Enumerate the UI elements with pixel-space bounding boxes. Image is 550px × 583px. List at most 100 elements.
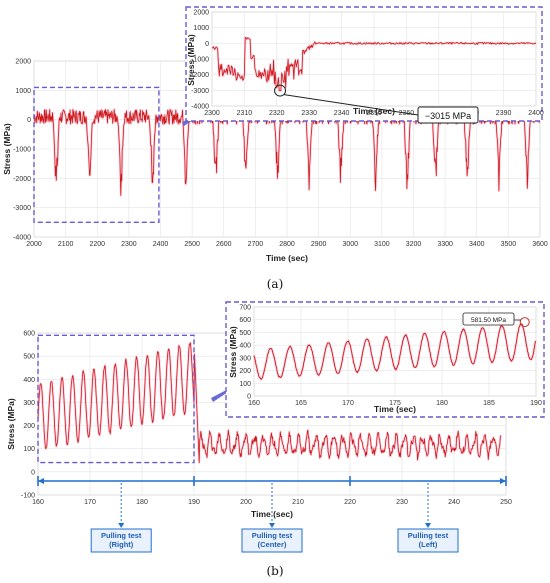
a-y-tick-label: 1000: [15, 88, 31, 95]
a-inset-x-tick-label: 2330: [301, 110, 317, 117]
b-inset-y-tick-label: 100: [239, 381, 251, 388]
a-x-tick-label: 2200: [89, 241, 105, 248]
b-marker-box: [90, 528, 152, 553]
a-x-tick-label: 2500: [184, 241, 200, 248]
b-inset-y-tick-label: 400: [239, 343, 251, 350]
a-inset-callout-box: [417, 106, 479, 124]
b-x-tick-label: 220: [344, 499, 356, 506]
b-x-tick-label: 250: [500, 499, 512, 506]
a-inset-x-tick-label: 2340: [334, 110, 350, 117]
a-y-tick-label: -2000: [13, 176, 31, 183]
b-inset-y-tick-label: 0: [247, 394, 251, 401]
a-inset-x-tick-label: 2400: [528, 110, 544, 117]
b-inset-x-tick-label: 180: [436, 400, 448, 407]
b-marker-label: (Left): [419, 540, 438, 549]
b-inset-line: [253, 323, 536, 380]
b-y-tick-label: 0: [31, 469, 35, 476]
a-inset-x-tick-label: 2390: [496, 110, 512, 117]
b-marker-label: Pulling test: [408, 531, 449, 540]
b-inset-x-label: Time (sec): [374, 404, 416, 414]
a-inset-callout-circle: [274, 84, 287, 97]
b-inset-x-tick-label: 170: [342, 400, 354, 407]
a-x-tick-label: 2600: [216, 241, 232, 248]
a-inset-y-tick-label: 2000: [193, 10, 209, 17]
b-inset-y-tick-label: 200: [239, 368, 251, 375]
b-x-tick-label: 240: [448, 499, 460, 506]
b-y-tick-label: 600: [23, 331, 35, 338]
b-marker-label: (Right): [109, 540, 134, 549]
a-x-tick-label: 3000: [342, 241, 358, 248]
a-inset-y-tick-label: -2000: [191, 72, 209, 79]
b-y-axis-label: Stress (MPa): [6, 398, 16, 450]
a-x-tick-label: 2900: [311, 241, 327, 248]
b-marker-label: (Center): [258, 540, 287, 549]
a-inset-x-tick-label: 2310: [237, 110, 253, 117]
a-inset-callout-text: −3015 MPa: [425, 111, 471, 121]
b-inset-callout-circle: [519, 317, 530, 328]
a-x-tick-label: 2300: [121, 241, 137, 248]
b-marker-label: Pulling test: [252, 531, 293, 540]
a-x-tick-label: 3200: [406, 241, 422, 248]
b-marker-arrowhead: [269, 523, 275, 528]
a-x-tick-label: 3300: [437, 241, 453, 248]
a-x-tick-label: 3400: [469, 241, 485, 248]
a-inset-y-label: Stress (MPa): [186, 34, 196, 86]
b-inset-x-tick-label: 175: [389, 400, 401, 407]
b-y-tick-label: 200: [23, 423, 35, 430]
a-x-tick-label: 3100: [374, 241, 390, 248]
a-x-tick-label: 2800: [279, 241, 295, 248]
a-y-tick-label: 0: [27, 117, 31, 124]
a-inset-y-tick-label: 1000: [193, 25, 209, 32]
a-panel-label: (a): [267, 277, 284, 291]
b-series-line: [37, 342, 502, 464]
b-y-tick-label: 100: [23, 446, 35, 453]
a-y-tick-label: -1000: [13, 147, 31, 154]
b-y-tick-label: 400: [23, 377, 35, 384]
b-panel-label: (b): [266, 564, 283, 578]
b-inset-y-label: Stress (MPa): [228, 326, 238, 378]
b-inset-y-tick-label: 700: [239, 305, 251, 312]
a-x-tick-label: 2700: [248, 241, 264, 248]
a-inset-x-label: Time (sec): [353, 106, 395, 116]
b-inset-y-tick-label: 300: [239, 355, 251, 362]
b-marker-arrowhead: [425, 523, 431, 528]
b-inset-y-tick-label: 600: [239, 317, 251, 324]
a-inset-y-tick-label: -3000: [191, 88, 209, 95]
b-x-tick-label: 210: [292, 499, 304, 506]
b-x-tick-label: 160: [32, 499, 44, 506]
b-inset-callout-box: [462, 312, 515, 326]
a-inset-callout-leader: [283, 94, 419, 116]
b-timeline-arrow-right: [500, 478, 506, 484]
b-x-tick-label: 180: [136, 499, 148, 506]
b-inset-y-tick-label: 500: [239, 330, 251, 337]
b-marker-box: [241, 528, 303, 553]
a-inset-y-tick-label: -1000: [191, 57, 209, 64]
a-y-tick-label: 2000: [15, 59, 31, 66]
a-y-tick-label: -3000: [13, 205, 31, 212]
b-inset-x-tick-label: 165: [295, 400, 307, 407]
a-zoom-region: [33, 86, 160, 224]
b-x-axis-label: Time (sec): [251, 509, 293, 519]
a-inset-y-tick-label: 0: [205, 41, 209, 48]
a-inset-x-tick-label: 2300: [204, 110, 220, 117]
b-inset-x-tick-label: 190: [530, 400, 542, 407]
b-marker-arrowhead: [118, 523, 125, 528]
b-y-tick-label: -100: [21, 493, 35, 500]
a-inset-x-tick-label: 2350: [366, 110, 382, 117]
b-x-tick-label: 190: [188, 499, 200, 506]
b-timeline-arrow-left: [38, 478, 44, 484]
a-x-tick-label: 2400: [153, 241, 169, 248]
b-marker-box: [397, 528, 459, 553]
a-x-tick-label: 2100: [58, 241, 74, 248]
a-inset-x-tick-label: 2320: [269, 110, 285, 117]
b-x-tick-label: 230: [396, 499, 408, 506]
b-zoom-region: [37, 334, 195, 464]
b-x-tick-label: 170: [84, 499, 96, 506]
b-y-tick-label: 300: [23, 400, 35, 407]
b-inset-x-tick-label: 160: [248, 400, 260, 407]
a-x-tick-label: 2000: [26, 241, 42, 248]
a-x-axis-label: Time (sec): [266, 253, 308, 263]
a-inset-line: [211, 37, 537, 91]
b-inset-callout-text: 581.50 MPa: [471, 317, 506, 324]
